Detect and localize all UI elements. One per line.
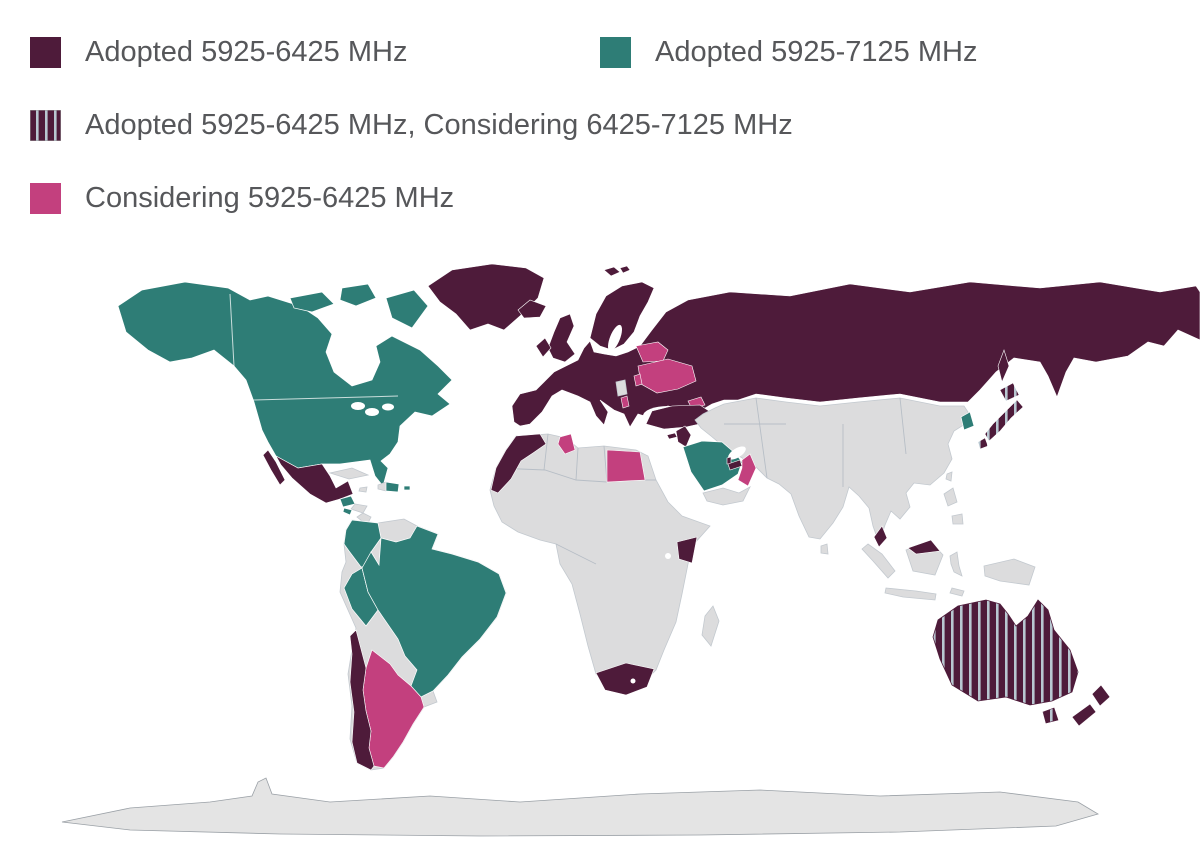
region-honduras: [350, 503, 368, 514]
region-sri-lanka: [820, 543, 829, 555]
region-puerto-rico: [403, 485, 411, 491]
region-japan-kyushu: [977, 437, 989, 450]
great-lake-1: [351, 402, 365, 410]
region-belarus: [635, 341, 669, 363]
legend-label: Adopted 5925-7125 MHz: [655, 36, 978, 68]
region-chile: [349, 629, 375, 771]
region-israel-jordan: [675, 425, 692, 448]
great-lake-2: [365, 408, 379, 416]
world-map-svg: [61, 263, 1200, 837]
region-sulawesi: [949, 551, 963, 577]
region-malaysia-borneo: [907, 539, 941, 555]
region-java: [884, 587, 937, 601]
region-taiwan: [945, 471, 953, 482]
africa-borders: [495, 433, 656, 565]
swatch-color-rect: [600, 37, 631, 68]
region-morocco: [490, 433, 547, 494]
region-ukraine: [637, 358, 697, 394]
lesotho: [630, 678, 636, 684]
region-usa-canada: [117, 281, 453, 487]
region-mexico: [275, 455, 354, 504]
region-sakhalin: [997, 349, 1010, 383]
region-greenland: [427, 263, 545, 331]
region-yemen: [702, 486, 751, 506]
region-australia: [932, 599, 1079, 706]
region-canada-arctic-island-2: [339, 283, 377, 307]
region-japan-honshu: [984, 399, 1024, 442]
region-ireland: [535, 337, 552, 358]
region-united-kingdom: [547, 313, 576, 363]
lake-victoria: [665, 553, 671, 559]
region-lesser-sunda: [949, 587, 965, 597]
legend-label: Adopted 5925-6425 MHz, Considering 6425-…: [85, 109, 793, 141]
aleutian-islands: [111, 369, 187, 395]
region-egypt: [606, 449, 646, 483]
asia-borders: [724, 397, 907, 487]
great-lake-3: [382, 403, 394, 411]
legend: Adopted 5925-6425 MHz Adopted 5925-7125 …: [0, 0, 1200, 254]
region-south-korea: [960, 411, 975, 431]
swatch-color-rect: [30, 183, 61, 214]
region-sumatra: [861, 543, 896, 579]
region-serbia: [615, 379, 628, 397]
region-cyprus: [666, 432, 678, 440]
swatch-striped-rect: [30, 110, 61, 141]
region-africa-base: [489, 433, 711, 691]
region-antarctica: [61, 777, 1099, 837]
legend-item-considering-5925-6425: Considering 5925-6425 MHz: [30, 182, 454, 215]
region-malaysia-peninsula: [873, 525, 888, 548]
persian-gulf: [728, 446, 746, 460]
legend-swatch-adopted-5925-6425: [30, 37, 61, 68]
region-saudi-arabia: [682, 440, 743, 492]
region-cuba: [328, 467, 370, 480]
region-dominican-republic: [385, 481, 400, 493]
region-moldova: [633, 373, 643, 387]
region-brazil: [361, 525, 507, 698]
legend-swatch-considering: [30, 183, 61, 214]
region-iceland: [517, 299, 547, 319]
region-europe-russia: [511, 281, 1200, 428]
region-japan-hokkaido: [999, 382, 1020, 402]
region-oman: [737, 453, 757, 487]
region-haiti: [377, 481, 387, 492]
region-new-zealand-north: [1091, 684, 1111, 707]
region-jamaica: [358, 486, 368, 493]
legend-item-adopted-5925-7125: Adopted 5925-7125 MHz: [600, 36, 977, 69]
legend-swatch-striped: [30, 110, 61, 141]
region-tasmania: [1042, 707, 1059, 724]
legend-label: Considering 5925-6425 MHz: [85, 182, 455, 214]
baltic-sea: [608, 324, 622, 352]
us-canada-border: [229, 293, 399, 401]
region-svalbard: [603, 265, 631, 277]
region-el-salvador: [342, 507, 353, 516]
region-baja-california: [262, 449, 286, 486]
world-map: [0, 254, 1200, 854]
region-madagascar: [701, 605, 720, 647]
region-new-guinea: [983, 558, 1036, 586]
legend-swatch-adopted-5925-7125: [600, 37, 631, 68]
region-philippines: [943, 487, 964, 525]
region-kenya: [676, 536, 698, 564]
region-albania: [620, 395, 630, 409]
region-new-zealand-south: [1071, 703, 1097, 727]
region-tunisia: [557, 433, 576, 455]
region-canada-arctic-island-1: [289, 291, 335, 313]
region-south-africa: [595, 662, 655, 696]
region-baffin-island: [385, 289, 429, 329]
legend-item-adopted-5925-6425: Adopted 5925-6425 MHz: [30, 36, 407, 69]
legend-label: Adopted 5925-6425 MHz: [85, 36, 408, 68]
legend-item-adopted-considering: Adopted 5925-6425 MHz, Considering 6425-…: [30, 109, 793, 142]
swatch-color-rect: [30, 37, 61, 68]
